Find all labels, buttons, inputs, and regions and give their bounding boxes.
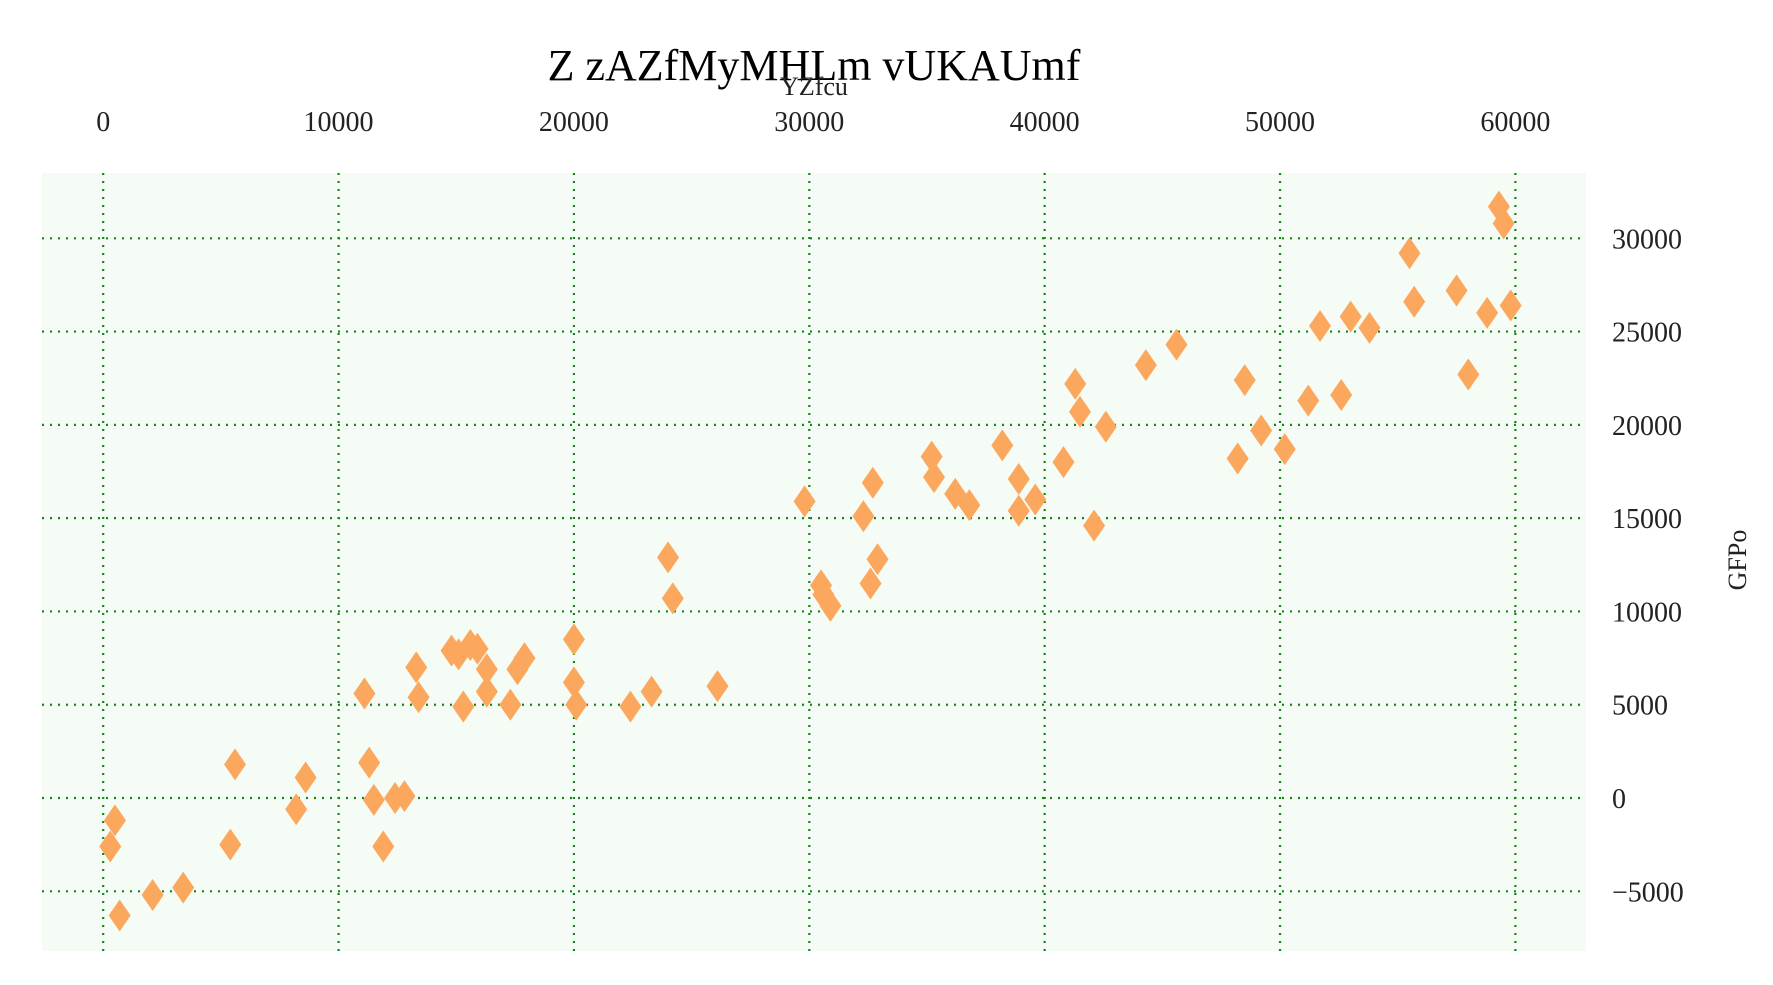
data-point bbox=[866, 543, 889, 576]
data-point bbox=[565, 688, 588, 721]
data-point bbox=[1068, 395, 1091, 428]
data-point bbox=[619, 690, 642, 723]
data-point bbox=[466, 632, 489, 665]
data-point bbox=[1134, 349, 1157, 382]
data-point bbox=[852, 500, 875, 533]
data-point bbox=[706, 670, 729, 703]
data-point bbox=[475, 675, 498, 708]
data-point bbox=[859, 567, 882, 600]
data-point bbox=[362, 783, 385, 816]
data-point bbox=[353, 677, 376, 710]
data-point bbox=[1445, 274, 1468, 307]
data-point bbox=[793, 485, 816, 518]
data-point bbox=[1499, 289, 1522, 322]
y-tick-label: 10000 bbox=[1612, 597, 1682, 628]
data-point bbox=[958, 489, 981, 522]
data-point bbox=[861, 466, 884, 499]
data-point bbox=[513, 642, 536, 675]
data-point bbox=[108, 899, 131, 932]
x-tick-label: 0 bbox=[96, 107, 110, 138]
data-points bbox=[99, 190, 1522, 932]
data-point bbox=[1226, 442, 1249, 475]
y-axis-label: GFPo bbox=[1723, 530, 1752, 591]
data-point bbox=[1165, 328, 1188, 361]
data-point bbox=[991, 429, 1014, 462]
data-point bbox=[452, 690, 475, 723]
data-point bbox=[1403, 285, 1426, 318]
y-tick-label: −5000 bbox=[1612, 877, 1684, 908]
data-point bbox=[294, 761, 317, 794]
data-point bbox=[1398, 237, 1421, 270]
data-point bbox=[358, 746, 381, 779]
data-point bbox=[1007, 494, 1030, 527]
data-point bbox=[1358, 311, 1381, 344]
data-point bbox=[1052, 446, 1075, 479]
data-point bbox=[1233, 364, 1256, 397]
data-point bbox=[407, 681, 430, 714]
x-gridlines bbox=[102, 173, 1517, 951]
y-tick-label: 0 bbox=[1612, 784, 1626, 815]
data-point bbox=[1064, 367, 1087, 400]
data-point bbox=[1339, 300, 1362, 333]
x-tick-label: 50000 bbox=[1245, 107, 1315, 138]
data-point bbox=[219, 828, 242, 861]
x-tick-label: 30000 bbox=[774, 107, 844, 138]
y-tick-label: 30000 bbox=[1612, 224, 1682, 255]
data-point bbox=[1476, 296, 1499, 329]
x-tick-label: 40000 bbox=[1010, 107, 1080, 138]
data-point bbox=[393, 780, 416, 813]
data-point bbox=[1094, 410, 1117, 443]
data-point bbox=[562, 623, 585, 656]
data-point bbox=[1273, 433, 1296, 466]
data-point bbox=[475, 653, 498, 686]
data-point bbox=[1309, 309, 1332, 342]
data-point bbox=[640, 675, 663, 708]
plot-area bbox=[42, 173, 1586, 951]
y-tick-label: 15000 bbox=[1612, 504, 1682, 535]
data-point bbox=[499, 688, 522, 721]
data-point bbox=[920, 440, 943, 473]
x-tick-label: 10000 bbox=[304, 107, 374, 138]
data-point bbox=[1250, 414, 1273, 447]
data-point bbox=[405, 651, 428, 684]
data-point bbox=[1297, 384, 1320, 417]
chart-title: Z zAZfMyMHLm vUKAUmf bbox=[548, 41, 1081, 90]
data-point bbox=[172, 871, 195, 904]
y-tick-labels: −5000 0 5000 10000 15000 20000 25000 30000 bbox=[1612, 224, 1684, 908]
data-point bbox=[1492, 207, 1515, 240]
data-point bbox=[1330, 379, 1353, 412]
data-point bbox=[923, 461, 946, 494]
data-point bbox=[372, 830, 395, 863]
data-point bbox=[285, 793, 308, 826]
x-tick-labels: 0 10000 20000 30000 40000 50000 60000 bbox=[96, 107, 1550, 138]
data-point bbox=[1457, 358, 1480, 391]
data-point bbox=[141, 879, 164, 912]
data-point bbox=[819, 589, 842, 622]
data-point bbox=[1007, 462, 1030, 495]
data-point bbox=[562, 666, 585, 699]
data-point bbox=[224, 748, 246, 781]
y-tick-label: 5000 bbox=[1612, 691, 1668, 722]
data-point bbox=[103, 804, 126, 837]
data-point bbox=[1024, 483, 1047, 516]
data-point bbox=[661, 582, 684, 615]
y-tick-label: 20000 bbox=[1612, 411, 1682, 442]
data-point bbox=[1083, 509, 1106, 542]
x-tick-label: 20000 bbox=[539, 107, 609, 138]
y-tick-label: 25000 bbox=[1612, 318, 1682, 349]
data-point bbox=[657, 541, 680, 574]
x-tick-label: 60000 bbox=[1480, 107, 1550, 138]
x-axis-label: YZfcu bbox=[780, 72, 848, 101]
data-point bbox=[99, 830, 122, 863]
